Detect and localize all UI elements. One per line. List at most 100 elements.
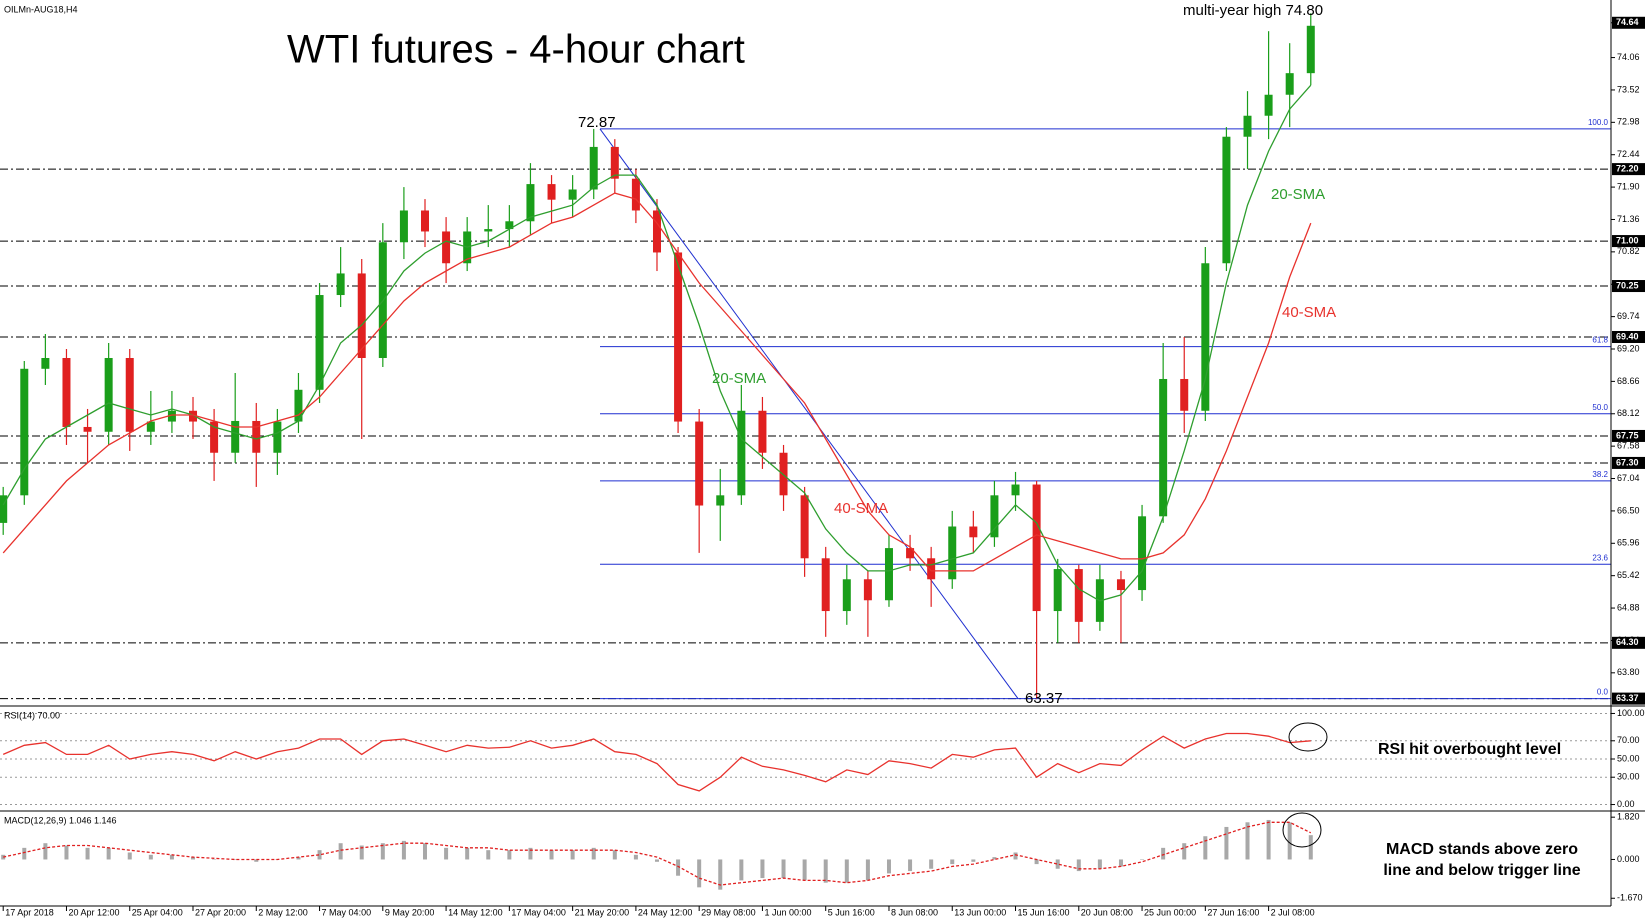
histogram-bar xyxy=(549,850,554,860)
histogram-bar xyxy=(423,843,427,860)
trend-line xyxy=(599,128,1019,699)
y-tick-label: 68.12 xyxy=(1617,408,1640,418)
histogram-bar xyxy=(1118,859,1123,867)
histogram-bar xyxy=(359,845,364,860)
annotation: RSI hit overbought level xyxy=(1378,741,1561,758)
level-box xyxy=(1612,692,1645,705)
level-box xyxy=(1612,235,1645,248)
series-label: 20-SMA xyxy=(712,370,766,387)
candle-body xyxy=(62,357,71,427)
level-box xyxy=(1612,280,1645,293)
y-tick-label: 69.74 xyxy=(1617,311,1640,321)
histogram-bar xyxy=(254,859,259,862)
y-tick-label: 0.00 xyxy=(1617,799,1635,809)
x-tick-label: 9 May 20:00 xyxy=(385,907,435,917)
x-tick-label: 25 Jun 00:00 xyxy=(1144,907,1196,917)
candle-body xyxy=(969,526,978,538)
candle-body xyxy=(821,558,830,612)
plot-layer: 74.64 74.06 73.52 72.98 72.44 71.90 71.36 70.82… xyxy=(0,13,1645,917)
candle-body xyxy=(1285,73,1294,95)
symbol: OILMn-AUG18,H4 xyxy=(4,4,78,14)
histogram-bar xyxy=(486,850,491,860)
histogram-bar xyxy=(64,845,69,860)
candle-body xyxy=(863,579,872,601)
candle-body xyxy=(1053,569,1062,612)
series-label: 20-SMA xyxy=(1271,186,1325,203)
histogram-bar xyxy=(654,859,659,862)
chart-title: WTI futures - 4-hour chart xyxy=(287,28,745,72)
price-box xyxy=(1612,16,1645,29)
candle-body xyxy=(442,231,451,264)
histogram-bar xyxy=(1161,847,1166,860)
histogram-bar xyxy=(106,847,111,860)
histogram-bar xyxy=(570,850,575,860)
x-tick-label: 27 Apr 20:00 xyxy=(195,907,246,917)
fib-label: 0.0 xyxy=(1597,688,1609,697)
annotation: line and below trigger line xyxy=(1383,862,1580,879)
annotation: 72.87 xyxy=(578,114,616,131)
x-tick-label: 25 Apr 04:00 xyxy=(132,907,183,917)
y-tick-label: 66.50 xyxy=(1617,505,1640,515)
price-label: 74.64 xyxy=(1616,17,1639,27)
x-tick-label: 13 Jun 00:00 xyxy=(954,907,1006,917)
candle-body xyxy=(990,495,999,538)
candle-body xyxy=(1011,484,1020,496)
histogram-bar xyxy=(1055,859,1060,869)
level-label: 70.25 xyxy=(1616,280,1639,290)
histogram-bar xyxy=(633,854,638,860)
y-tick-label: 70.00 xyxy=(1617,735,1640,745)
annotation: MACD stands above zero xyxy=(1386,841,1578,858)
x-tick-label: 29 May 08:00 xyxy=(701,907,756,917)
histogram-bar xyxy=(1203,836,1208,860)
candle-body xyxy=(568,189,577,200)
level-label: 69.40 xyxy=(1616,331,1639,341)
candle-body xyxy=(399,210,408,243)
candle-body xyxy=(20,368,29,496)
y-tick-label: -1.670 xyxy=(1617,893,1643,903)
y-tick-label: 68.66 xyxy=(1617,376,1640,386)
rsi-line xyxy=(2,732,1311,792)
histogram-bar xyxy=(802,859,807,881)
y-tick-label: 69.20 xyxy=(1617,343,1640,353)
x-tick-label: 1 Jun 00:00 xyxy=(764,907,811,917)
histogram-bar xyxy=(22,847,27,860)
highlight-circle xyxy=(1282,812,1322,848)
histogram-bar xyxy=(1224,826,1229,860)
histogram-bar xyxy=(1182,843,1187,860)
candle-body xyxy=(210,421,219,453)
x-tick-label: 27 Jun 16:00 xyxy=(1207,907,1259,917)
x-tick-label: 7 May 04:00 xyxy=(322,907,372,917)
y-tick-label: 67.58 xyxy=(1617,441,1640,451)
histogram-bar xyxy=(191,857,196,860)
candle-body xyxy=(336,273,345,296)
candle-body xyxy=(167,410,176,422)
candle-body xyxy=(294,389,303,422)
histogram-bar xyxy=(169,854,174,860)
level-box xyxy=(1612,163,1645,176)
histogram-bar xyxy=(718,859,723,890)
x-tick-label: 21 May 20:00 xyxy=(575,907,630,917)
histogram-bar xyxy=(992,857,997,860)
histogram-bar xyxy=(760,859,765,879)
y-tick-label: 63.80 xyxy=(1617,667,1640,677)
candle-body xyxy=(842,579,851,612)
y-tick-label: 73.52 xyxy=(1617,84,1640,94)
histogram-bar xyxy=(823,859,828,883)
candle-body xyxy=(927,558,936,580)
histogram-bar xyxy=(444,847,449,860)
y-tick-label: 72.44 xyxy=(1617,149,1640,159)
y-tick-label: 71.90 xyxy=(1617,181,1640,191)
candle-body xyxy=(1306,25,1315,74)
candle-body xyxy=(104,357,113,432)
histogram-bar xyxy=(950,859,955,865)
candle-body xyxy=(547,184,556,200)
histogram-bar xyxy=(1140,859,1145,860)
candle-body xyxy=(125,357,134,432)
candle-body xyxy=(610,146,619,179)
level-box xyxy=(1612,429,1645,442)
y-tick-label: 67.04 xyxy=(1617,473,1640,483)
candle-body xyxy=(421,210,429,232)
histogram-bar xyxy=(317,850,322,860)
candle-body xyxy=(252,420,261,453)
